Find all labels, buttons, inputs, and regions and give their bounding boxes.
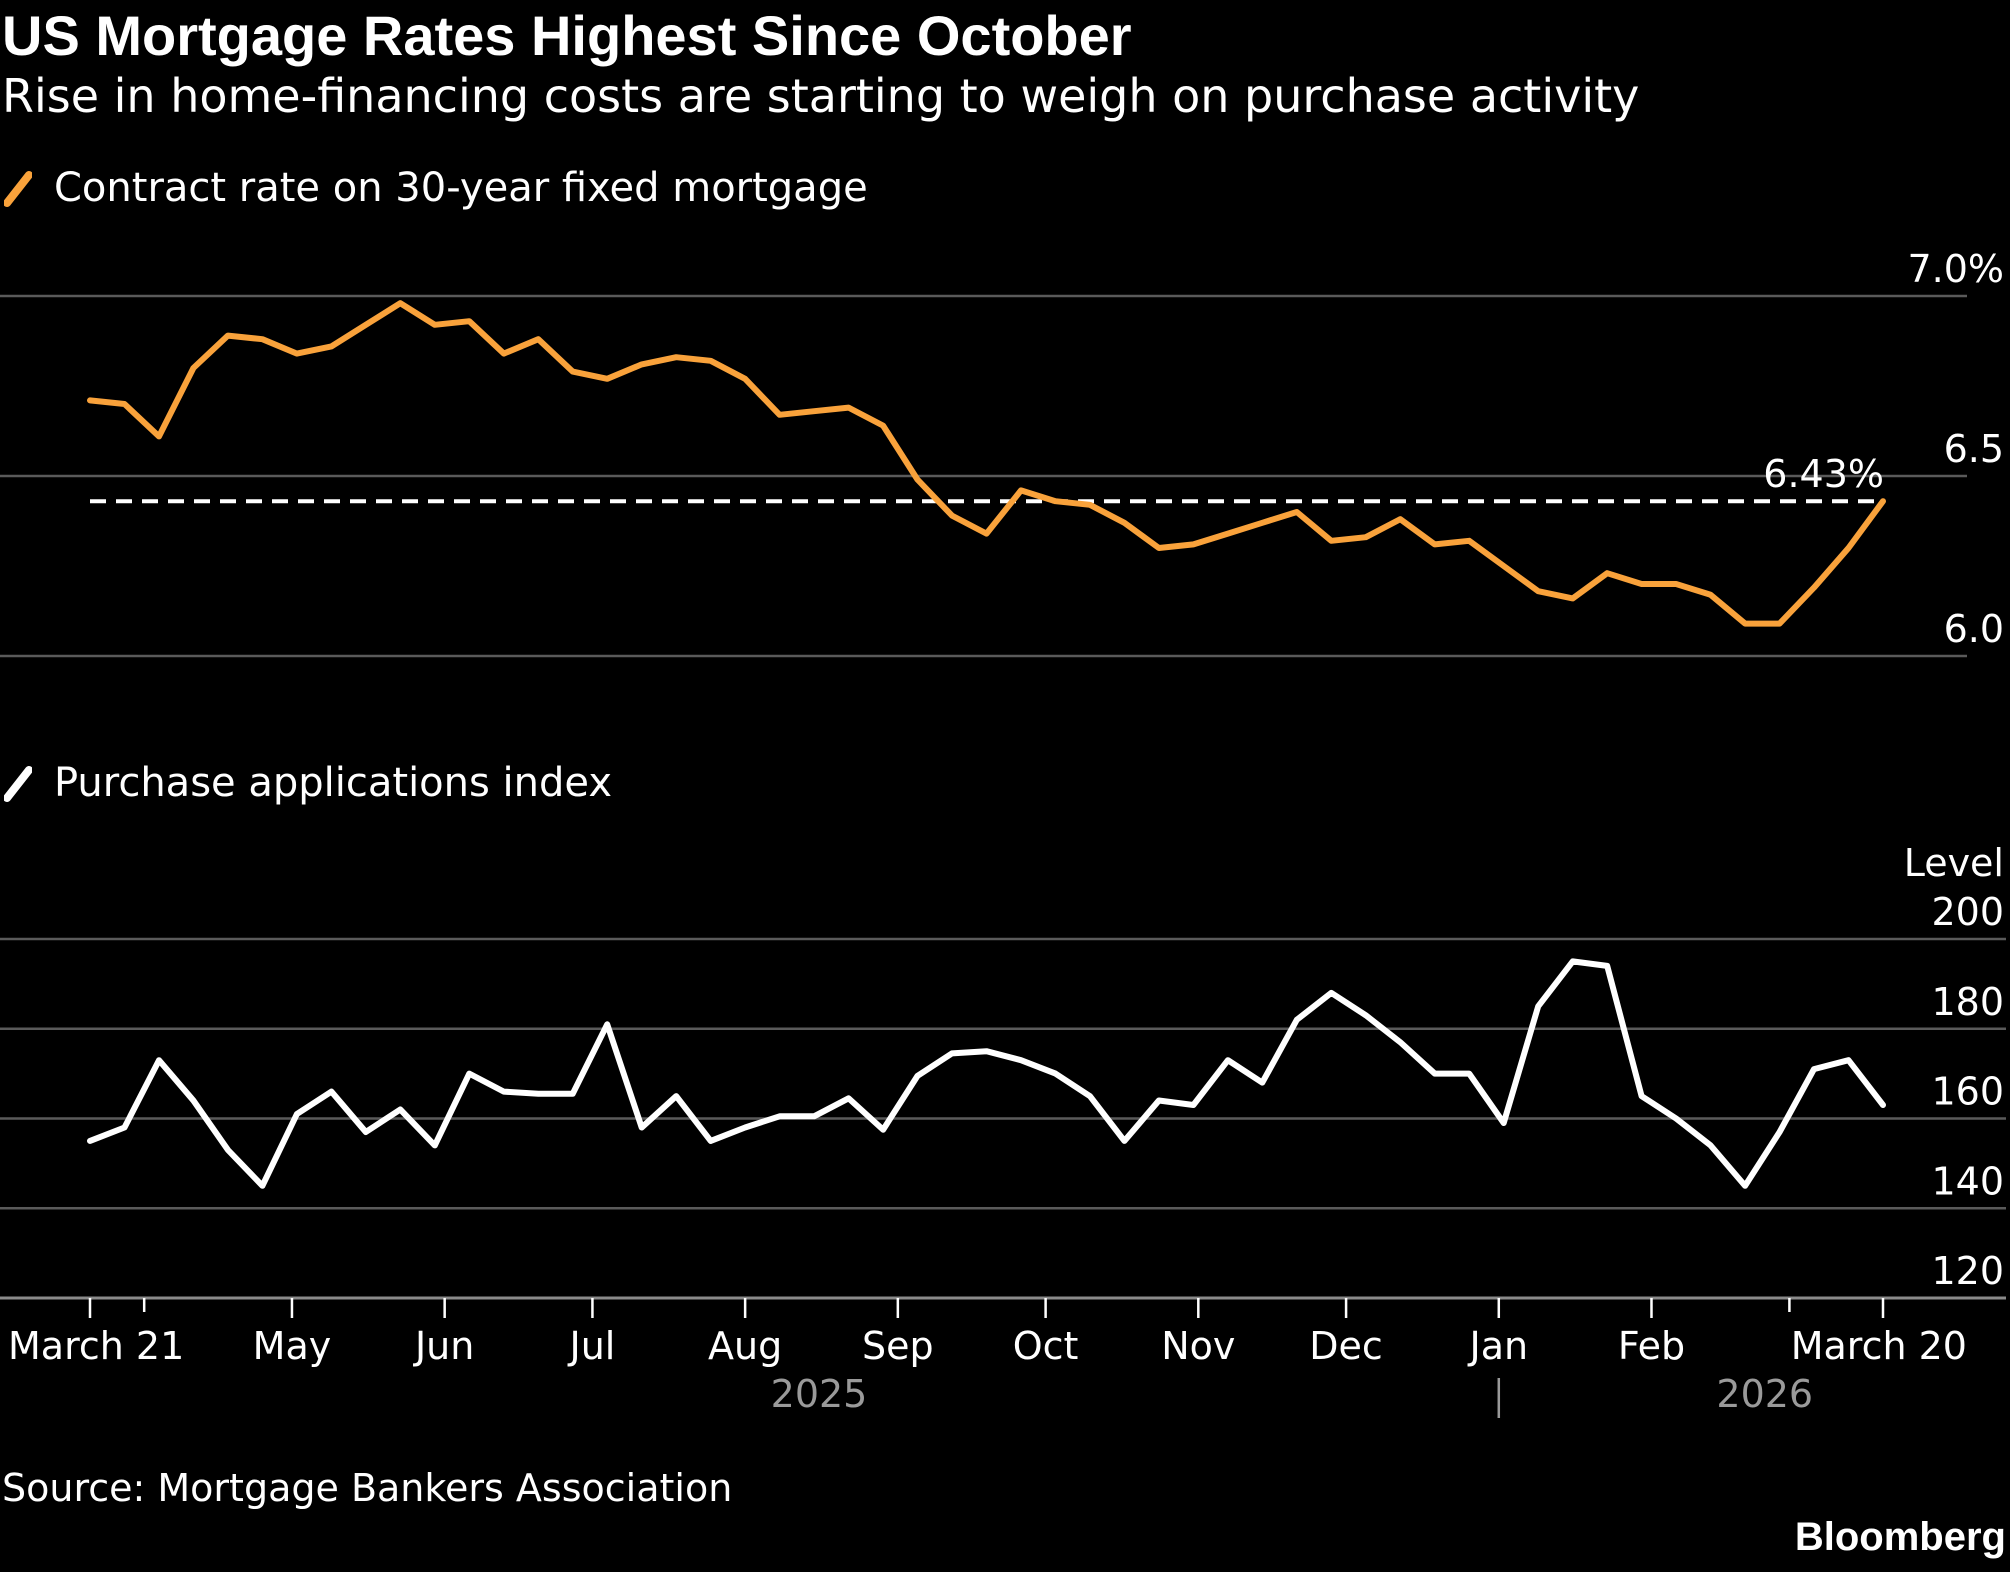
x-tick-label: Nov [1161,1324,1235,1368]
x-tick-label: Feb [1618,1324,1685,1368]
x-tick-label: Jun [413,1324,474,1368]
x-tick-label: Aug [708,1324,782,1368]
x-year-label: 2026 [1716,1372,1813,1416]
purchase-ytick-label: 180 [1931,980,2004,1024]
rate-ytick-label: 7.0% [1907,247,2004,291]
x-tick-label: Sep [862,1324,934,1368]
legend-rate-label: Contract rate on 30-year fixed mortgage [54,165,868,211]
x-tick-label: March 21 [8,1324,184,1368]
purchase-legend-swatch-icon [4,762,32,804]
rate-ytick-label: 6.5 [1944,427,2004,471]
source-note: Source: Mortgage Bankers Association [2,1466,733,1510]
purchase-ytick-label: 160 [1931,1070,2004,1114]
purchase-series-line [87,958,1886,1189]
x-tick-label: Jan [1467,1324,1528,1368]
x-year-label: 2025 [771,1372,868,1416]
purchase-ytick-label: 120 [1931,1249,2004,1293]
legend-purchase-label: Purchase applications index [54,760,612,806]
purchase-ytick-label: 200 [1931,890,2004,934]
chart-title: US Mortgage Rates Highest Since October [2,4,1132,67]
rate-ytick-label: 6.0 [1944,607,2004,651]
purchase-ylabel: Level [1904,841,2004,885]
x-tick-label: March 20 [1791,1324,1967,1368]
rate-legend-swatch-icon [4,167,32,209]
x-tick-label: May [253,1324,332,1368]
chart-subtitle: Rise in home-financing costs are startin… [2,69,1640,123]
legend-rate: Contract rate on 30-year fixed mortgage [4,163,868,213]
reference-line-label: 6.43% [1763,452,1884,496]
x-tick-label: Jul [568,1324,616,1368]
x-tick-label: Dec [1309,1324,1383,1368]
legend-purchase: Purchase applications index [4,758,612,808]
purchase-ytick-label: 140 [1931,1159,2004,1203]
x-tick-label: Oct [1013,1324,1079,1368]
bloomberg-logo: Bloomberg [1794,1515,2006,1559]
rate-series-line [87,300,1886,627]
